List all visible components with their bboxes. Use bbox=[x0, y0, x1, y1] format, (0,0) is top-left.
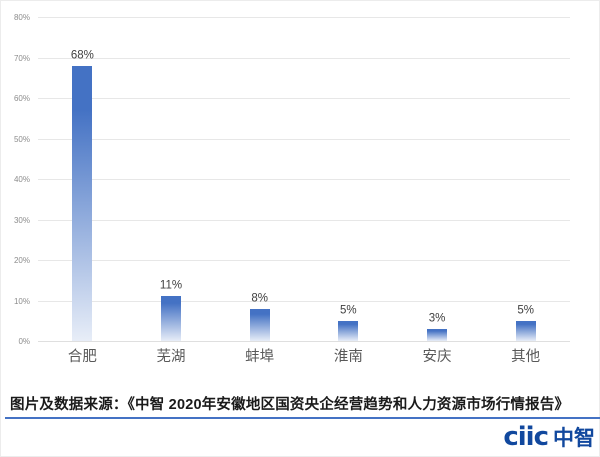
gridline bbox=[38, 57, 570, 59]
source-caption: 图片及数据来源：《中智 2020年安徽地区国资央企经营趋势和人力资源市场行情报告… bbox=[10, 397, 570, 413]
gridline bbox=[38, 138, 570, 140]
y-tick-label: 30% bbox=[13, 215, 30, 225]
x-category-label: 安庆 bbox=[422, 349, 452, 365]
bar-value-label: 8% bbox=[251, 292, 268, 305]
logo-latin-text: ciic bbox=[503, 422, 549, 452]
bar bbox=[515, 320, 536, 341]
y-tick-label: 60% bbox=[13, 94, 30, 103]
ciic-logo: ciic 中智 bbox=[503, 424, 595, 450]
gridline bbox=[38, 341, 570, 342]
bar-chart: 0% 10% 20% 30% 40% 50% 60% 70% 80% 68% 合肥 11% 芜湖 8% 蚌埠… bbox=[13, 13, 570, 365]
bar-value-label: 3% bbox=[428, 312, 446, 325]
bar-value-label: 68% bbox=[70, 49, 94, 62]
y-tick-label: 50% bbox=[13, 134, 30, 144]
gridline bbox=[38, 300, 570, 302]
y-tick-label: 40% bbox=[13, 175, 30, 184]
y-tick-label: 80% bbox=[13, 13, 30, 22]
y-tick-label: 10% bbox=[13, 296, 30, 306]
x-category-label: 芜湖 bbox=[156, 349, 186, 365]
y-tick-label: 70% bbox=[13, 53, 30, 63]
bar-value-label: 5% bbox=[517, 304, 534, 317]
gridline bbox=[38, 17, 570, 18]
x-category-label: 合肥 bbox=[67, 349, 97, 365]
gridline bbox=[38, 98, 570, 99]
logo-cn-text: 中智 bbox=[553, 427, 595, 450]
x-category-label: 淮南 bbox=[333, 349, 363, 365]
x-category-label: 蚌埠 bbox=[245, 349, 275, 365]
gridline bbox=[38, 219, 570, 221]
bar-value-label: 5% bbox=[340, 304, 357, 317]
source-underline bbox=[5, 417, 600, 419]
gridline bbox=[38, 260, 570, 261]
bar bbox=[161, 296, 181, 341]
y-tick-label: 20% bbox=[13, 256, 30, 265]
bar bbox=[427, 328, 447, 341]
x-category-label: 其他 bbox=[511, 349, 541, 365]
gridline bbox=[38, 179, 570, 180]
bar-value-label: 11% bbox=[159, 279, 183, 292]
bar bbox=[249, 308, 270, 341]
bar bbox=[338, 320, 359, 341]
bar bbox=[72, 65, 93, 341]
y-tick-label: 0% bbox=[18, 337, 30, 346]
